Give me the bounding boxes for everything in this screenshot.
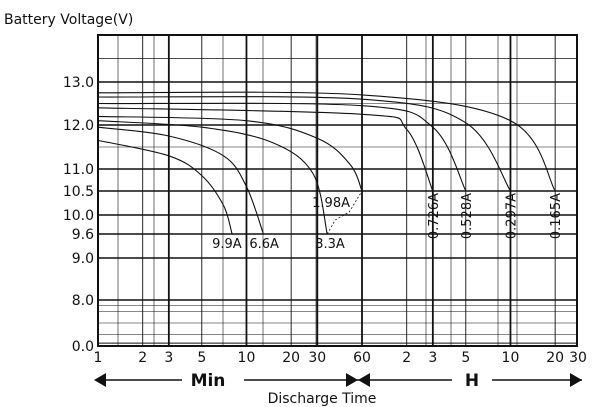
curve-label-0-297A: 0.297A	[504, 193, 519, 239]
x-tick-labels: 1 2 3 5 10 20 30 60 2 3 5 10 20 30	[94, 350, 587, 366]
y-tick-label: 8.0	[72, 293, 94, 309]
curves	[97, 91, 556, 235]
y-axis-label: Battery Voltage(V)	[4, 12, 133, 28]
x-tick-label: 10	[502, 350, 520, 366]
curve-9-9A	[97, 139, 233, 235]
curve-0-297A	[97, 96, 511, 192]
x-tick-label: 30	[308, 350, 326, 366]
grid	[98, 35, 577, 346]
curve-label-1-98A: 1.98A	[312, 196, 350, 211]
cutoff-lines	[326, 190, 556, 235]
cutoff-transition-line	[326, 190, 363, 235]
y-tick-label: 9.6	[72, 227, 94, 243]
min-section-label: Min	[191, 371, 226, 391]
x-tick-label: 3	[164, 350, 173, 366]
h-arrow-right-head	[570, 373, 582, 387]
plot-frame	[97, 34, 578, 347]
x-tick-label: 2	[402, 350, 411, 366]
x-tick-label: 20	[282, 350, 300, 366]
x-tick-label: 1	[94, 350, 103, 366]
x-axis-label: Discharge Time	[268, 391, 377, 407]
curve-labels: 9.9A 6.6A 3.3A 1.98A 0.726A 0.528A 0.297A 0.165…	[212, 193, 564, 252]
h-section-label: H	[465, 371, 479, 391]
x-tick-label: 60	[353, 350, 371, 366]
curve-label-9-9A: 9.9A	[212, 237, 242, 252]
curve-label-3-3A: 3.3A	[315, 237, 345, 252]
x-tick-label: 20	[546, 350, 564, 366]
x-tick-label: 5	[461, 350, 470, 366]
y-tick-label: 9.0	[72, 251, 94, 267]
y-tick-label: 13.0	[63, 75, 94, 91]
x-tick-label: 5	[197, 350, 206, 366]
y-tick-label: 11.0	[63, 162, 94, 178]
min-arrow-left-head	[94, 373, 106, 387]
time-unit-arrows: Min H	[94, 371, 582, 391]
h-arrow-left-head	[358, 373, 370, 387]
curve-0-165A	[97, 91, 556, 192]
y-tick-label: 10.5	[63, 184, 94, 200]
y-tick-label: 10.0	[63, 208, 94, 224]
x-tick-label: 10	[238, 350, 256, 366]
min-arrow-right-head	[346, 373, 358, 387]
curve-label-0-528A: 0.528A	[460, 193, 475, 239]
curve-label-0-726A: 0.726A	[427, 193, 442, 239]
curve-0-528A	[97, 102, 467, 192]
y-tick-labels: 0.0 8.0 9.0 9.6 10.0 10.5 11.0 12.0 13.0	[63, 75, 94, 355]
curve-label-0-165A: 0.165A	[549, 193, 564, 239]
x-tick-label: 30	[569, 350, 587, 366]
curve-1-98A	[97, 115, 363, 192]
y-tick-label: 12.0	[63, 118, 94, 134]
curve-3-3A	[97, 120, 328, 235]
x-tick-label: 2	[138, 350, 147, 366]
x-tick-label: 3	[428, 350, 437, 366]
curve-6-6A	[97, 126, 264, 235]
y-tick-label: 0.0	[72, 339, 94, 355]
curve-0-726A	[97, 107, 434, 192]
curve-label-6-6A: 6.6A	[249, 237, 279, 252]
